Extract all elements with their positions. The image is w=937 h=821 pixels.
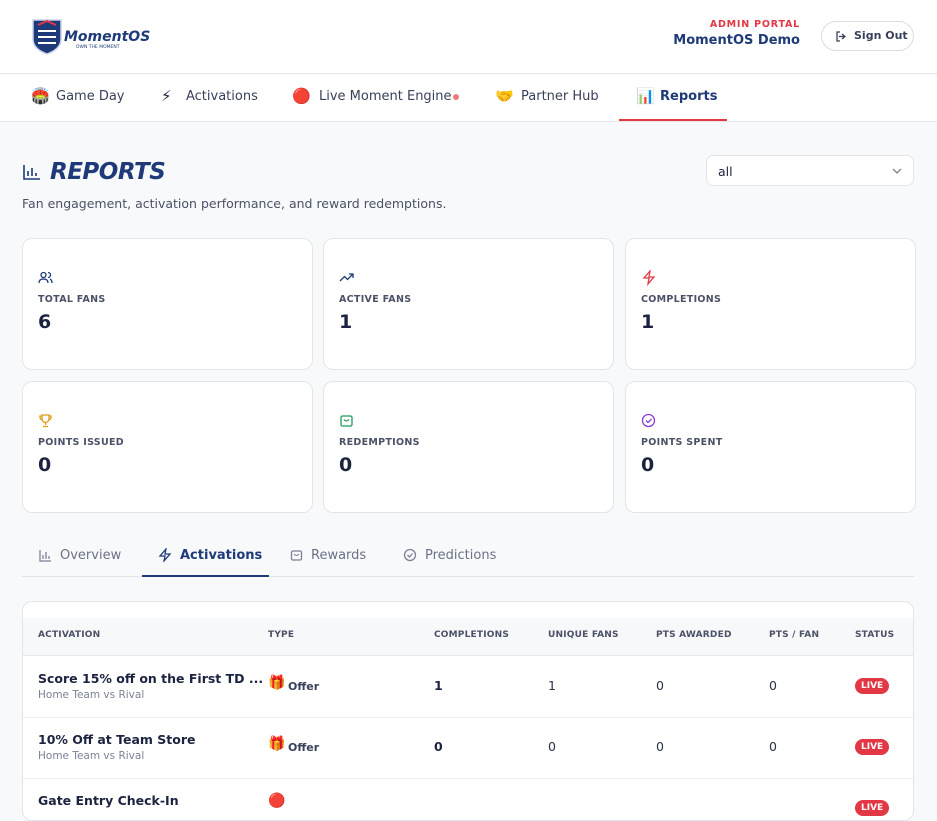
sign-out-button[interactable]: Sign Out [821,21,914,51]
stat-icon [38,271,53,284]
stat-label: ACTIVE FANS [339,294,412,305]
stat-value: 0 [641,454,655,476]
activation-name: 10% Off at Team Store [38,732,196,747]
stat-card [323,381,614,513]
activation-type: Offer [288,680,320,693]
page-title: REPORTS [50,159,166,185]
nav-tab[interactable]: Live Moment Engine [319,89,452,104]
sign-out-icon [836,31,847,42]
stat-value: 1 [339,311,353,333]
chevron [892,168,902,174]
type-icon: 🔴 [268,793,286,809]
nav-bar [0,75,937,122]
nav-tab-active[interactable]: Reports [660,89,718,104]
nav-tab[interactable]: Activations [186,89,258,104]
subtab-icon [403,548,417,562]
subtab-icon [290,550,303,561]
stat-icon [339,273,354,282]
row-divider [23,717,913,718]
stat-label: TOTAL FANS [38,294,106,305]
logo-name: MomentOS [64,29,150,45]
filter-value: all [718,164,733,179]
table-cell: 1 [548,678,556,693]
stat-icon [39,414,52,428]
nav-underline [619,119,727,121]
page-subtitle: Fan engagement, activation performance, … [22,196,447,211]
subtab-border [22,576,914,577]
stat-icon [642,270,656,286]
nav-icon: 🏟️ [31,87,50,105]
nav-icon: 🤝 [495,87,514,105]
column-header: UNIQUE FANS [548,630,619,640]
org-name: MomentOS Demo [673,33,800,48]
subtab-icon [39,550,51,562]
stat-card [625,381,916,513]
subtab-icon [158,548,172,562]
table-cell: 0 [434,739,443,754]
column-header: COMPLETIONS [434,630,510,640]
table-header [23,618,913,656]
table-card [22,601,914,821]
nav-tab[interactable]: Partner Hub [521,89,599,104]
column-header: ACTIVATION [38,630,101,640]
status-badge: LIVE [855,800,890,816]
column-header: PTS / FAN [769,630,820,640]
nav-tab[interactable]: Game Day [56,89,125,104]
column-header: STATUS [855,630,895,640]
stat-value: 0 [38,454,52,476]
activation-subtitle: Home Team vs Rival [38,689,145,701]
status-badge: LIVE [855,739,890,755]
subtab-active[interactable]: Activations [180,548,263,563]
nav-icon: 📊 [636,87,655,105]
stat-value: 6 [38,311,52,333]
table-cell: 1 [434,678,443,693]
header [0,0,937,74]
row-divider [23,778,913,779]
logo-tagline: OWN THE MOMENT [76,44,120,50]
table-cell: 0 [656,739,664,754]
subtab-underline [142,575,269,577]
sign-out-label: Sign Out [854,29,908,42]
status-badge: LIVE [855,678,890,694]
stat-label: POINTS SPENT [641,437,723,448]
portal-label: ADMIN PORTAL [709,19,800,30]
activation-name: Score 15% off on the First TD ... [38,671,264,686]
stat-card [625,238,916,370]
column-header: TYPE [268,630,295,640]
live-dot [453,94,459,100]
stat-value: 0 [339,454,353,476]
filter-select[interactable]: all [706,155,914,186]
activation-type: Offer [288,741,320,754]
column-header: PTS AWARDED [656,630,732,640]
activation-subtitle: Home Team vs Rival [38,750,145,762]
table-cell: 0 [656,678,664,693]
subtab[interactable]: Overview [60,548,122,563]
table-cell: 0 [769,739,777,754]
subtab[interactable]: Predictions [425,548,497,563]
nav-icon: 🔴 [292,87,311,105]
type-icon: 🎁 [268,736,286,752]
stat-icon [641,413,656,428]
stat-label: POINTS ISSUED [38,437,124,448]
type-icon: 🎁 [268,675,286,691]
stat-value: 1 [641,311,655,333]
stat-label: REDEMPTIONS [339,437,420,448]
table-cell: 0 [548,739,556,754]
stat-card [323,238,614,370]
stat-label: COMPLETIONS [641,294,722,305]
stat-card [22,238,313,370]
table-cell: 0 [769,678,777,693]
logo: MomentOS OWN THE MOMENT [32,19,150,55]
nav-icon: ⚡ [161,87,172,105]
stat-icon [340,415,353,427]
stat-card [22,381,313,513]
subtab[interactable]: Rewards [311,548,367,563]
title-icon [23,165,40,180]
